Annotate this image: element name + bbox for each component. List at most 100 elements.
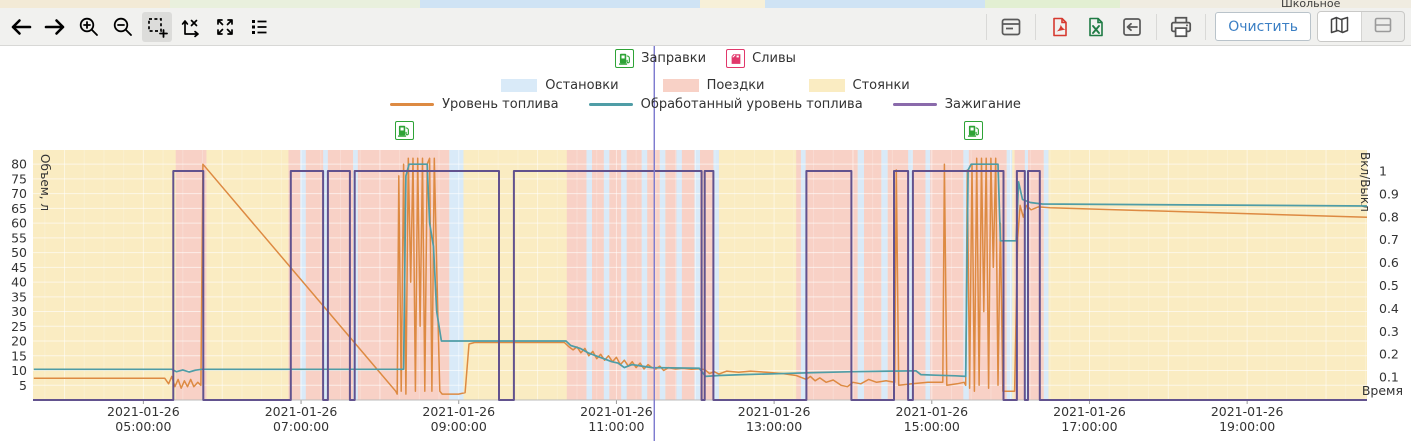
left-axis-tick: 5 <box>19 378 27 393</box>
left-axis-tick: 45 <box>11 260 27 275</box>
report-window-button[interactable] <box>996 12 1026 42</box>
legend-row-bands: Остановки Поездки Стоянки <box>0 78 1411 93</box>
left-axis-tick: 50 <box>11 245 27 260</box>
refuel-pump-icon <box>397 124 411 138</box>
map-icon <box>1328 13 1352 41</box>
left-axis-tick: 10 <box>11 363 27 378</box>
toolbar-nav-group <box>0 11 274 42</box>
back-arrow-button[interactable] <box>6 12 36 42</box>
right-axis-tick: 0.8 <box>1379 209 1399 224</box>
stop-band <box>694 150 700 400</box>
legend-row-markers: Заправки Сливы <box>0 49 1411 68</box>
series-fuel <box>33 157 1368 395</box>
legend-stops[interactable]: Остановки <box>501 78 619 93</box>
trip-band <box>665 150 719 400</box>
separator <box>1205 13 1207 40</box>
legend-ignition[interactable]: Зажигание <box>892 97 1021 112</box>
fuel-line-sample <box>390 103 435 106</box>
left-axis-tick: 25 <box>11 319 27 334</box>
trip-band <box>288 150 325 400</box>
legend-ignition-label: Зажигание <box>944 97 1021 112</box>
separator <box>1035 13 1037 40</box>
right-axis-tick: 0.3 <box>1379 324 1399 339</box>
forward-arrow-button[interactable] <box>40 12 70 42</box>
stop-band <box>621 150 627 400</box>
zoom-out-icon <box>111 15 135 39</box>
stop-band <box>659 150 666 400</box>
x-tick-time: 13:00:00 <box>746 419 802 434</box>
legend-parkings-label: Стоянки <box>852 78 910 93</box>
x-tick-time: 19:00:00 <box>1219 419 1275 434</box>
left-axis-tick: 65 <box>11 201 27 216</box>
x-tick-date: 2021-01-26 <box>738 404 811 419</box>
stop-band <box>1024 150 1028 400</box>
series-processed-fuel <box>33 163 1368 378</box>
zoom-out-button[interactable] <box>108 12 138 42</box>
zoom-in-button[interactable] <box>74 12 104 42</box>
legend-fuel-label: Уровень топлива <box>442 97 559 112</box>
right-axis-title: Вкл/Выкл <box>1358 152 1372 212</box>
printer-icon <box>1168 14 1194 40</box>
split-view-toggle[interactable] <box>1361 12 1404 41</box>
stop-band <box>586 150 592 400</box>
stop-band <box>908 150 913 400</box>
legend-trips-label: Поездки <box>706 78 765 93</box>
left-axis-tick: 30 <box>11 304 27 319</box>
x-tick-date: 2021-01-26 <box>895 404 968 419</box>
x-tick-time: 15:00:00 <box>904 419 960 434</box>
axis-scale-icon <box>179 15 203 39</box>
stop-band <box>800 150 806 400</box>
export-excel-button[interactable] <box>1081 12 1111 42</box>
parkings-swatch <box>808 79 845 92</box>
pdf-file-icon <box>1048 15 1072 39</box>
legend-drains[interactable]: Сливы <box>726 49 796 68</box>
stop-band <box>713 150 719 400</box>
toolbar-actions-group: Очистить <box>983 11 1411 42</box>
legend-processed-fuel[interactable]: Обработанный уровень топлива <box>588 97 863 112</box>
excel-file-icon <box>1084 15 1108 39</box>
map-view-toggle[interactable] <box>1318 12 1361 41</box>
legend-list-button[interactable] <box>244 12 274 42</box>
forward-arrow-icon <box>43 15 67 39</box>
legend-fuel-level[interactable]: Уровень топлива <box>390 97 559 112</box>
x-tick-date: 2021-01-26 <box>1053 404 1126 419</box>
legend-list-icon <box>247 15 271 39</box>
legend-trips[interactable]: Поездки <box>662 78 765 93</box>
stop-band <box>603 150 610 400</box>
export-file-button[interactable] <box>1117 12 1147 42</box>
marquee-zoom-button[interactable] <box>142 11 172 42</box>
trip-band <box>326 150 354 400</box>
view-toggle <box>1317 11 1405 42</box>
refuel-pump-icon <box>967 124 981 138</box>
x-tick-time: 09:00:00 <box>431 419 487 434</box>
report-window-icon <box>999 15 1023 39</box>
x-tick-date: 2021-01-26 <box>1211 404 1284 419</box>
legend-parkings[interactable]: Стоянки <box>808 78 910 93</box>
x-tick-time: 05:00:00 <box>115 419 171 434</box>
right-axis-tick: 0.1 <box>1379 370 1399 385</box>
print-button[interactable] <box>1166 12 1196 42</box>
axis-scale-button[interactable] <box>176 12 206 42</box>
export-pdf-button[interactable] <box>1045 12 1075 42</box>
legend-refuels[interactable]: Заправки <box>615 49 706 68</box>
stop-band <box>641 150 648 400</box>
refuel-marker[interactable] <box>394 121 414 140</box>
stops-swatch <box>501 79 538 92</box>
right-axis-tick: 0.5 <box>1379 278 1399 293</box>
x-tick-date: 2021-01-26 <box>265 404 338 419</box>
x-tick-date: 2021-01-26 <box>422 404 495 419</box>
left-axis-title: Объем, л <box>38 154 52 211</box>
stop-band <box>300 150 306 400</box>
left-axis-tick: 75 <box>11 171 27 186</box>
legend-refuels-label: Заправки <box>641 51 707 66</box>
separator <box>1156 13 1158 40</box>
fit-screen-button[interactable] <box>210 12 240 42</box>
x-axis-title: Время <box>1362 383 1403 398</box>
left-axis-tick: 20 <box>11 334 27 349</box>
refuel-marker[interactable] <box>964 121 984 140</box>
stop-band <box>925 150 931 400</box>
right-axis-tick: 0.9 <box>1379 186 1399 201</box>
clear-button[interactable]: Очистить <box>1215 12 1311 41</box>
